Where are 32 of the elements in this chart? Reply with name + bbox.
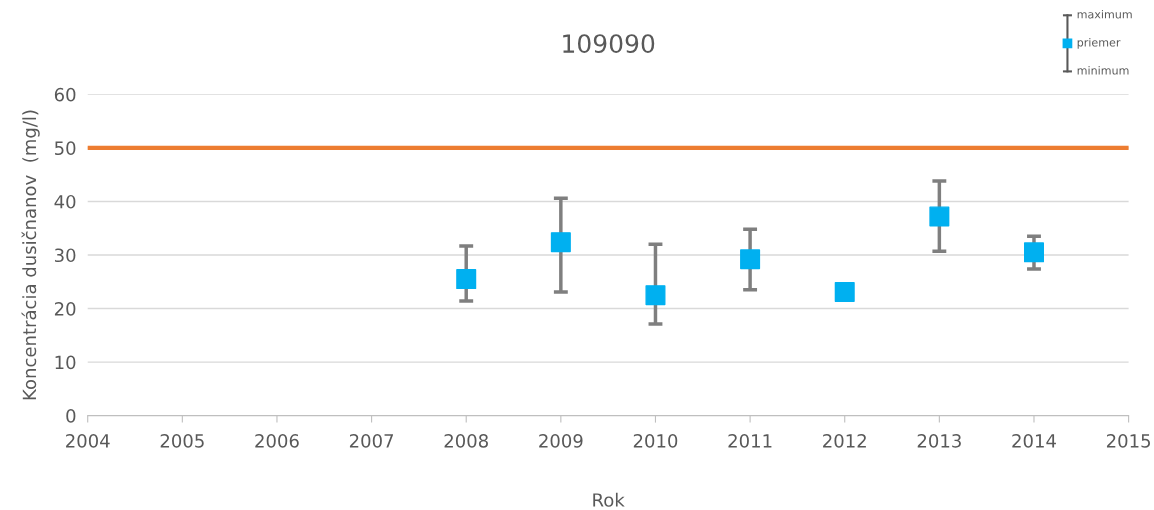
y-tick-label: 60 [54, 87, 76, 102]
x-tick-label: 2011 [728, 434, 772, 448]
point [456, 269, 477, 290]
legend-label: priemer [1077, 37, 1121, 49]
point [645, 285, 666, 306]
point [550, 232, 571, 253]
y-tick-label: 50 [55, 141, 76, 156]
x-tick-label: 2006 [255, 434, 299, 448]
x-tick-label: 2008 [444, 434, 488, 448]
point [740, 249, 761, 270]
x-tick-label: 2009 [539, 434, 583, 448]
x-tick-label: 2007 [349, 434, 394, 448]
x-tick-label: 2015 [1106, 434, 1151, 448]
text: maximum [1077, 9, 1132, 19]
x-tick-label: 2014 [1012, 434, 1056, 448]
y-tick-label: 0 [66, 409, 76, 423]
y-axis-title: Koncentrácia dusičnanov (mg/l) [21, 110, 40, 400]
x-tick-label: 2004 [66, 434, 110, 448]
y-tick-label: 30 [54, 248, 76, 263]
y-tick-label: 10 [55, 355, 76, 370]
point [1023, 242, 1044, 263]
x-tick-label: 2012 [823, 434, 866, 448]
point [929, 206, 950, 227]
x-tick-label: 2013 [917, 434, 961, 448]
y-tick-label: 40 [54, 194, 76, 209]
x-tick-label: 2010 [633, 434, 678, 448]
chart-title: 109090 [563, 34, 655, 54]
text: minimum [1077, 66, 1129, 75]
x-axis-title: Rok [593, 492, 625, 507]
point [834, 281, 855, 302]
y-tick-label: 20 [54, 302, 76, 316]
x-tick-label: 2005 [160, 434, 204, 448]
